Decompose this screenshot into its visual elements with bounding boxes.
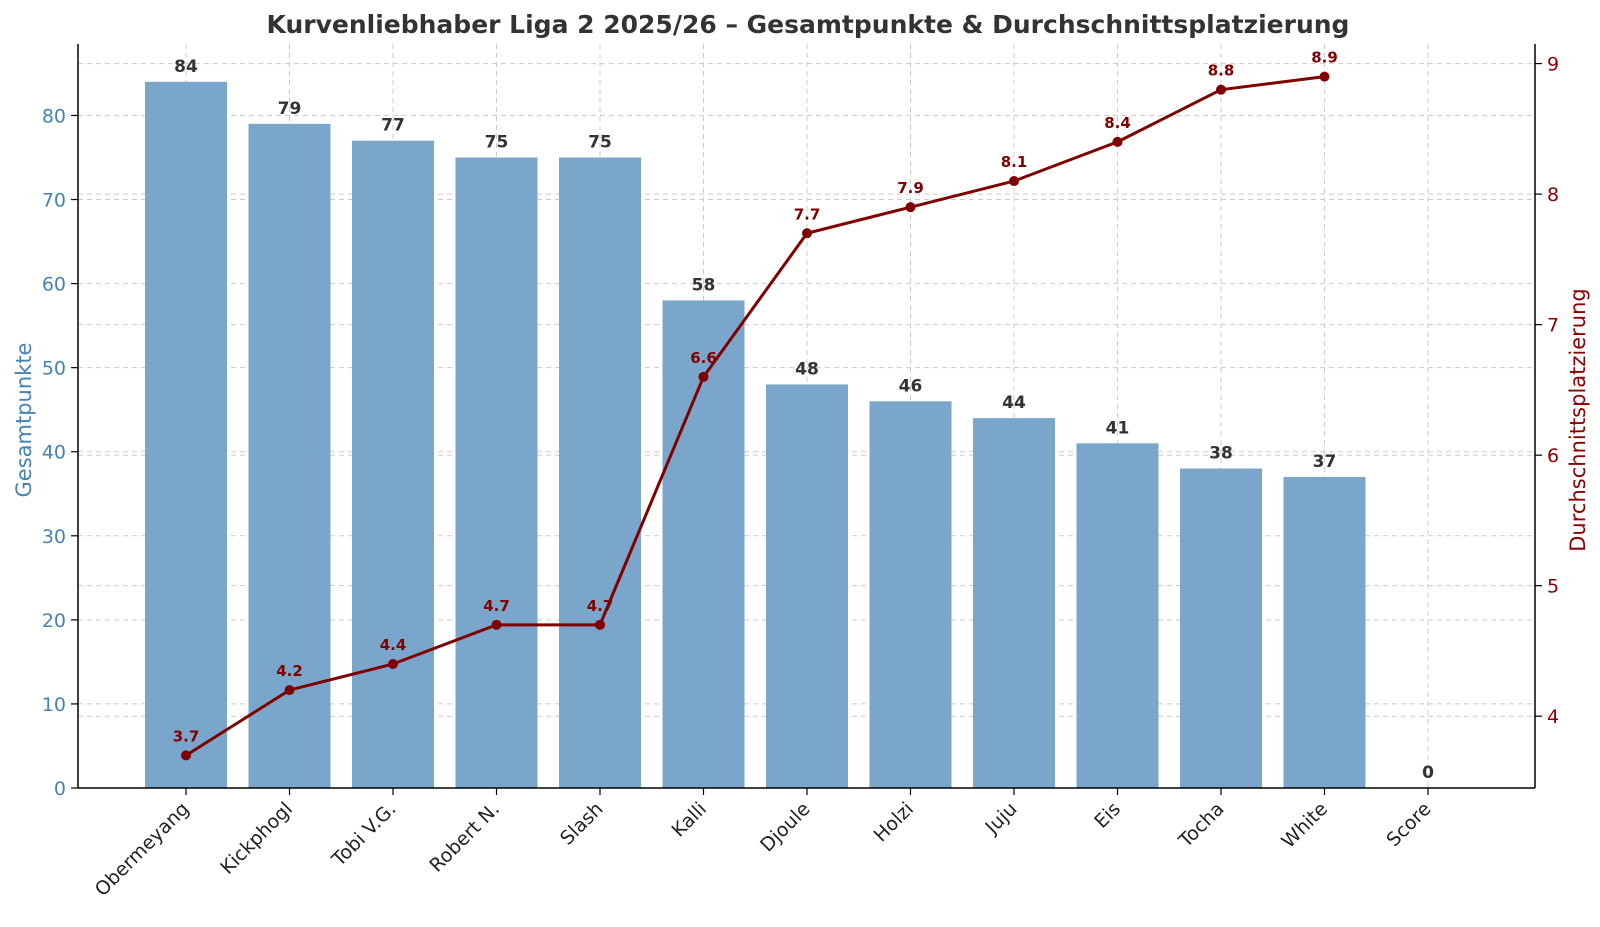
chart-title: Kurvenliebhaber Liga 2 2025/26 – Gesamtp…	[267, 10, 1350, 39]
line-value-label: 7.9	[897, 179, 924, 197]
y-tick-label-left: 40	[42, 442, 66, 464]
y-tick-label-right: 5	[1547, 576, 1559, 598]
avg-placement-point	[698, 371, 709, 382]
bar-value-label: 38	[1209, 444, 1233, 464]
x-tick-label: Robert N.	[425, 798, 504, 877]
line-value-label: 4.7	[483, 597, 510, 615]
bar-12	[1283, 476, 1366, 788]
bar-value-label: 0	[1422, 763, 1434, 783]
y-tick-label-right: 9	[1547, 54, 1559, 76]
bar-value-label: 79	[278, 99, 302, 119]
bar-3	[352, 140, 434, 788]
bar-value-label: 58	[692, 275, 716, 295]
x-tick-label: Juju	[981, 798, 1022, 839]
bar-7	[766, 384, 848, 788]
bar-value-label: 37	[1313, 452, 1337, 472]
x-tick-label: Holzi	[870, 798, 918, 846]
y-axis-right-label: Durchschnittsplatzierung	[1566, 288, 1590, 551]
y-tick-label-left: 0	[54, 778, 66, 800]
bar-value-label: 44	[1002, 393, 1026, 413]
x-tick-label: Obermeyang	[91, 798, 194, 901]
line-value-label: 4.7	[587, 597, 614, 615]
avg-placement-point	[905, 202, 916, 213]
y-tick-label-left: 60	[42, 274, 66, 296]
x-tick-label: White	[1277, 798, 1332, 853]
y-tick-label-left: 30	[42, 526, 66, 548]
avg-placement-point	[284, 685, 295, 696]
bar-11	[1180, 468, 1262, 788]
bar-5	[559, 157, 641, 789]
x-tick-label: Kickphogl	[216, 798, 297, 879]
line-value-label: 6.6	[690, 349, 717, 367]
bar-value-label: 75	[588, 132, 612, 152]
y-tick-label-left: 50	[42, 358, 66, 380]
x-tick-label: Slash	[556, 798, 608, 850]
y-axis-left-label: Gesamtpunkte	[12, 343, 36, 498]
x-tick-label: Tobi V.G.	[327, 798, 400, 871]
y-tick-label-right: 7	[1547, 315, 1559, 337]
y-tick-label-left: 10	[42, 694, 66, 716]
avg-placement-point	[1009, 176, 1019, 187]
bar-value-label: 46	[899, 376, 923, 396]
x-tick-label: Tocha	[1174, 798, 1229, 853]
bar-value-label: 77	[381, 116, 405, 136]
avg-placement-point	[595, 619, 605, 630]
line-value-label: 8.9	[1311, 49, 1338, 67]
bar-10	[1076, 443, 1159, 788]
bar-9	[973, 418, 1055, 788]
avg-placement-point	[1319, 71, 1330, 82]
y-tick-label-right: 6	[1547, 445, 1559, 467]
x-tick-label: Eis	[1090, 798, 1125, 833]
line-value-label: 8.1	[1001, 153, 1028, 171]
avg-placement-point	[1216, 84, 1226, 95]
avg-placement-point	[491, 619, 502, 630]
x-tick-label: Djoule	[756, 798, 814, 856]
bar-value-label: 48	[795, 359, 819, 379]
line-value-label: 8.8	[1208, 62, 1235, 80]
avg-placement-point	[181, 750, 191, 761]
line-series	[181, 71, 1330, 761]
avg-placement-line	[185, 75, 1325, 757]
bar-2	[248, 123, 331, 789]
line-value-label: 3.7	[173, 727, 200, 745]
line-value-label: 8.4	[1104, 114, 1131, 132]
bars	[145, 81, 1366, 789]
x-tick-label: Kalli	[667, 798, 711, 842]
line-value-label: 4.2	[276, 662, 303, 680]
y-tick-label-left: 70	[42, 190, 66, 212]
bar-1	[145, 81, 227, 788]
avg-placement-point	[1112, 136, 1123, 147]
bar-value-label: 84	[174, 57, 198, 77]
x-tick-label: Score	[1382, 798, 1435, 851]
line-value-label: 7.7	[794, 205, 821, 223]
avg-placement-point	[388, 659, 398, 669]
bar-8	[869, 401, 952, 788]
y-tick-label-right: 4	[1547, 706, 1559, 728]
data-labels: 84 79 77 75 75 58 48 46 44 41 38 37 0 3.7 4.2 4.4 4.7 4.7…	[173, 49, 1434, 783]
avg-placement-point	[802, 228, 812, 239]
y-tick-label-right: 8	[1547, 184, 1559, 206]
bar-4	[455, 157, 538, 789]
bar-value-label: 75	[485, 132, 509, 152]
line-value-label: 4.4	[380, 636, 407, 654]
y-tick-label-left: 20	[42, 610, 66, 632]
bar-value-label: 41	[1106, 418, 1130, 438]
y-tick-label-left: 80	[42, 105, 66, 127]
